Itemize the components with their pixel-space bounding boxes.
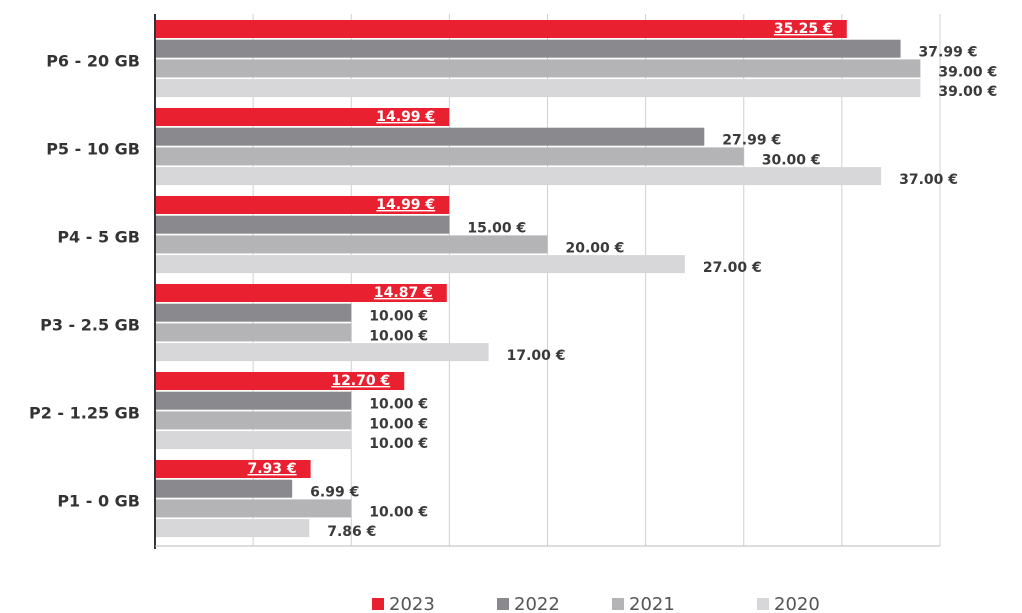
legend-label: 2020	[774, 594, 820, 613]
bar	[155, 79, 921, 98]
bar	[155, 215, 450, 234]
bar	[155, 255, 685, 274]
value-label: 10.00 €	[369, 328, 428, 344]
bar	[155, 499, 352, 518]
bar	[155, 235, 548, 254]
value-label: 39.00 €	[938, 64, 997, 80]
value-label: 14.87 €	[374, 285, 433, 301]
category-label: P4 - 5 GB	[57, 228, 140, 247]
value-label: 17.00 €	[507, 348, 566, 364]
value-label: 14.99 €	[376, 197, 435, 213]
value-label: 35.25 €	[774, 21, 833, 37]
bar	[155, 108, 450, 126]
bar	[155, 323, 352, 342]
bar	[155, 343, 489, 362]
bar	[155, 460, 311, 478]
category-label: P1 - 0 GB	[57, 492, 140, 511]
bar	[155, 20, 847, 38]
value-label: 14.99 €	[376, 109, 435, 125]
legend-label: 2021	[629, 594, 675, 613]
legend-label: 2022	[514, 594, 560, 613]
value-label: 10.00 €	[369, 397, 428, 413]
bar	[155, 519, 310, 538]
value-label: 30.00 €	[762, 152, 821, 168]
value-label: 27.99 €	[722, 133, 781, 149]
bar	[155, 391, 352, 410]
bar	[155, 411, 352, 430]
bar	[155, 147, 744, 166]
value-label: 37.99 €	[919, 45, 978, 61]
bar	[155, 196, 450, 214]
bar	[155, 431, 352, 450]
legend-swatch	[612, 598, 624, 610]
value-label: 37.00 €	[899, 172, 958, 188]
value-label: 15.00 €	[467, 221, 526, 237]
category-label: P5 - 10 GB	[46, 140, 140, 159]
bar	[155, 127, 705, 146]
value-label: 20.00 €	[566, 240, 625, 256]
category-label: P2 - 1.25 GB	[29, 404, 140, 423]
bar	[155, 167, 882, 186]
value-label: 6.99 €	[310, 485, 359, 501]
value-label: 39.00 €	[938, 84, 997, 100]
bar	[155, 284, 447, 302]
legend-swatch	[757, 598, 769, 610]
category-label: P3 - 2.5 GB	[40, 316, 140, 335]
bar	[155, 372, 405, 390]
bar	[155, 59, 921, 78]
bar	[155, 39, 901, 58]
value-label: 10.00 €	[369, 416, 428, 432]
value-label: 10.00 €	[369, 309, 428, 325]
bar	[155, 479, 293, 498]
value-label: 10.00 €	[369, 504, 428, 520]
legend-swatch	[372, 598, 384, 610]
value-label: 7.86 €	[327, 524, 376, 540]
value-label: 27.00 €	[703, 260, 762, 276]
legend-swatch	[497, 598, 509, 610]
value-label: 10.00 €	[369, 436, 428, 452]
bar	[155, 303, 352, 322]
legend-label: 2023	[389, 594, 435, 613]
category-label: P6 - 20 GB	[46, 52, 140, 71]
value-label: 12.70 €	[331, 373, 390, 389]
value-label: 7.93 €	[247, 461, 296, 477]
